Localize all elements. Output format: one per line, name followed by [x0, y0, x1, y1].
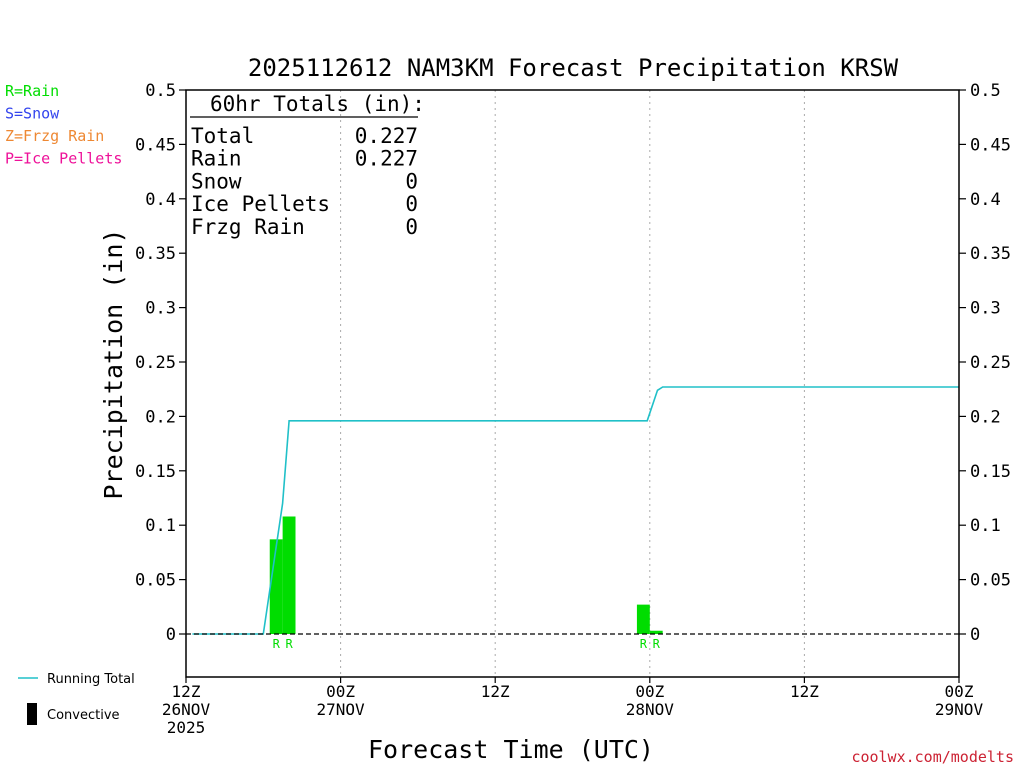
precip-bar-2: [636, 604, 650, 634]
legend-bar-swatch-1: [27, 703, 37, 725]
y-tick-label-right-7: 0.35: [970, 244, 1011, 264]
precip-type-legend: R=Rain S=Snow Z=Frzg Rain P=Ice Pellets: [5, 82, 122, 168]
legend-type-1: S=Snow: [5, 105, 60, 123]
x-tick-label-1-1: 27NOV: [317, 700, 366, 719]
x-tick-label-4-0: 12Z: [790, 682, 819, 701]
y-tick-label-right-2: 0.1: [970, 516, 1001, 536]
y-tick-label-left-6: 0.3: [145, 299, 176, 319]
y-tick-label-right-8: 0.4: [970, 190, 1001, 210]
y-tick-label-left-9: 0.45: [135, 135, 176, 155]
running-total-line: [192, 386, 959, 635]
totals-label-2: Snow: [191, 169, 242, 193]
x-tick-label-3-0: 00Z: [635, 682, 664, 701]
y-tick-label-right-0: 0: [970, 625, 980, 645]
legend-type-0: R=Rain: [5, 82, 59, 100]
totals-label-0: Total: [191, 124, 254, 148]
x-tick-label-0-1: 26NOV: [162, 700, 211, 719]
totals-label-1: Rain: [191, 147, 242, 171]
y-tick-label-right-3: 0.15: [970, 462, 1011, 482]
totals-value-4: 0: [405, 215, 418, 239]
y-tick-label-left-5: 0.25: [135, 353, 176, 373]
series-legend: Running Total Convective: [18, 672, 135, 725]
totals-value-1: 0.227: [355, 147, 418, 171]
bar-type-label-0: R: [273, 637, 281, 651]
y-tick-label-left-8: 0.4: [145, 190, 176, 210]
y-tick-label-right-9: 0.45: [970, 135, 1011, 155]
y-tick-label-left-3: 0.15: [135, 462, 176, 482]
x-tick-label-1-0: 00Z: [326, 682, 355, 701]
y-axis-label: Precipitation (in): [99, 229, 128, 500]
legend-line-label-1: Convective: [47, 708, 120, 723]
x-tick-label-5-0: 00Z: [945, 682, 974, 701]
totals-box: 60hr Totals (in): Total 0.227 Rain 0.227 Sno…: [190, 92, 425, 239]
y-tick-label-right-4: 0.2: [970, 407, 1001, 427]
credit-link[interactable]: coolwx.com/modelts: [851, 748, 1014, 766]
y-tick-label-left-7: 0.35: [135, 244, 176, 264]
y-tick-label-left-1: 0.05: [135, 571, 176, 591]
gridlines: [340, 90, 805, 677]
legend-type-2: Z=Frzg Rain: [5, 127, 104, 145]
bar-type-label-3: R: [653, 637, 661, 651]
y-tick-label-left-2: 0.1: [145, 516, 176, 536]
totals-heading: 60hr Totals (in):: [210, 92, 425, 116]
y-axis-left: 0 0.05 0.1 0.15 0.2 0.25 0.3 0.35 0.4 0.45 0.5: [135, 81, 186, 645]
totals-label-3: Ice Pellets: [191, 192, 330, 216]
precip-bar-3: [649, 630, 663, 634]
y-axis-right: 0 0.05 0.1 0.15 0.2 0.25 0.3 0.35 0.4 0.45 0.5: [959, 81, 1011, 645]
totals-value-2: 0: [405, 169, 418, 193]
x-tick-label-0-0: 12Z: [172, 682, 201, 701]
x-tick-label-0-2: 2025: [167, 718, 206, 737]
y-tick-label-right-10: 0.5: [970, 81, 1001, 101]
y-tick-label-left-4: 0.2: [145, 407, 176, 427]
bar-type-label-1: R: [285, 637, 293, 651]
totals-value-0: 0.227: [355, 124, 418, 148]
bar-type-label-2: R: [640, 637, 648, 651]
totals-label-4: Frzg Rain: [191, 215, 305, 239]
y-tick-label-left-0: 0: [166, 625, 176, 645]
running-total-polyline: [192, 386, 959, 635]
totals-value-3: 0: [405, 192, 418, 216]
legend-type-3: P=Ice Pellets: [5, 150, 122, 168]
y-tick-label-right-1: 0.05: [970, 571, 1011, 591]
x-tick-label-3-1: 28NOV: [626, 700, 675, 719]
y-tick-label-left-10: 0.5: [145, 81, 176, 101]
legend-line-label-0: Running Total: [47, 672, 135, 687]
x-tick-label-2-0: 12Z: [481, 682, 510, 701]
y-tick-label-right-6: 0.3: [970, 299, 1001, 319]
x-tick-label-5-1: 29NOV: [935, 700, 984, 719]
y-tick-label-right-5: 0.25: [970, 353, 1011, 373]
chart-title: 2025112612 NAM3KM Forecast Precipitation…: [248, 54, 899, 82]
precip-bar-0: [269, 539, 283, 634]
plot-frame: [185, 89, 960, 678]
x-axis-label: Forecast Time (UTC): [368, 735, 654, 764]
precip-bar-1: [282, 516, 296, 634]
